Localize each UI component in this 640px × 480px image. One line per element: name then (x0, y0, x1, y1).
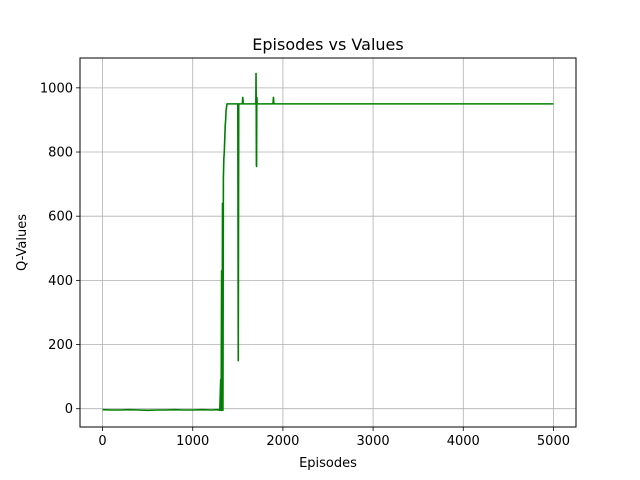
chart-title: Episodes vs Values (252, 35, 403, 54)
q-values-series-line (102, 72, 554, 412)
x-tick-label: 5000 (537, 434, 570, 449)
tick-layer: 0 1000 2000 3000 4000 5000 0 200 400 600 800 1000 (40, 81, 570, 449)
series-layer (102, 72, 554, 412)
x-tick-label: 1000 (176, 434, 209, 449)
y-tick-label: 0 (65, 402, 73, 417)
y-tick-label: 600 (48, 210, 73, 225)
y-tick-label: 1000 (40, 81, 73, 96)
y-tick-label: 200 (48, 338, 73, 353)
x-axis-label: Episodes (299, 456, 357, 471)
y-tick-label: 400 (48, 274, 73, 289)
x-tick-label: 3000 (357, 434, 390, 449)
y-tick-label: 800 (48, 146, 73, 161)
x-tick-label: 4000 (447, 434, 480, 449)
grid-lines (80, 58, 576, 427)
axes-frame (79, 57, 577, 428)
y-axis-label: Q-Values (15, 214, 30, 271)
x-tick-label: 2000 (266, 434, 299, 449)
x-tick-label: 0 (98, 434, 106, 449)
